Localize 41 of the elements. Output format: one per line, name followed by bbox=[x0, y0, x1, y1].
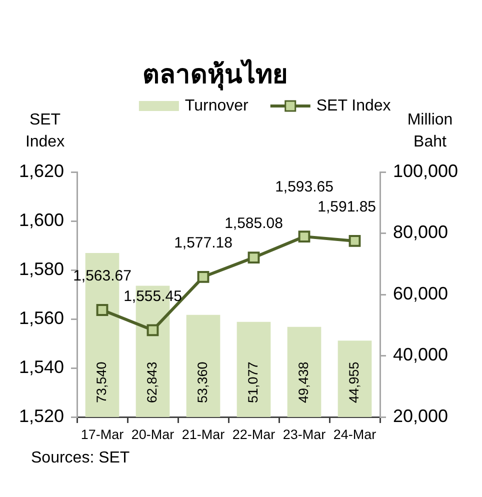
x-tick-label: 21-Mar bbox=[182, 426, 226, 442]
point bbox=[298, 230, 310, 243]
source-note: Sources: SET bbox=[31, 449, 130, 466]
data-label: 1,577.18 bbox=[174, 234, 232, 252]
point bbox=[197, 270, 210, 283]
data-label: 1,585.08 bbox=[224, 215, 283, 232]
data-label: 49,438 bbox=[296, 362, 311, 403]
y-tick-label: 1,540 bbox=[18, 356, 64, 377]
point bbox=[96, 304, 108, 316]
data-label: 44,955 bbox=[346, 362, 362, 403]
data-label: 51,077 bbox=[245, 362, 260, 403]
data-label: 1,563.67 bbox=[73, 268, 132, 285]
data-label: 53,360 bbox=[194, 362, 210, 403]
y2-tick-label: 80,000 bbox=[393, 222, 448, 242]
y-tick-label: 1,580 bbox=[18, 258, 64, 279]
x-tick-label: 22-Mar bbox=[232, 426, 276, 442]
y-tick-label: 1,560 bbox=[18, 308, 64, 328]
point bbox=[248, 252, 260, 264]
y2-tick-label: 60,000 bbox=[393, 283, 448, 304]
data-label: 62,843 bbox=[144, 362, 160, 403]
y2-tick-label: 20,000 bbox=[393, 406, 448, 426]
y-tick-label: 1,600 bbox=[18, 210, 64, 230]
data-label: 73,540 bbox=[94, 362, 109, 403]
x-tick-label: 17-Mar bbox=[80, 426, 124, 442]
data-label: 1,591.85 bbox=[318, 198, 376, 216]
point bbox=[348, 235, 361, 247]
x-tick-label: 23-Mar bbox=[282, 426, 326, 442]
chart-title: ตลาดหุ้นไทย bbox=[142, 58, 288, 91]
y2-tick-label: 40,000 bbox=[393, 344, 448, 365]
y2-tick-label: 100,000 bbox=[393, 160, 458, 181]
y-tick-label: 1,520 bbox=[18, 406, 64, 426]
x-tick-label: 20-Mar bbox=[131, 426, 175, 442]
y2-axis-title: Million Baht bbox=[407, 111, 453, 150]
point bbox=[146, 324, 159, 336]
y-axis-title: SET Index bbox=[25, 111, 65, 150]
data-label: 1,555.45 bbox=[124, 288, 182, 305]
y-tick-label: 1,620 bbox=[18, 160, 64, 181]
x-tick-label: 24-Mar bbox=[333, 426, 377, 442]
legend-label: Turnover bbox=[184, 97, 250, 114]
legend-label: SET Index bbox=[316, 97, 391, 114]
data-label: 1,593.65 bbox=[275, 178, 334, 196]
